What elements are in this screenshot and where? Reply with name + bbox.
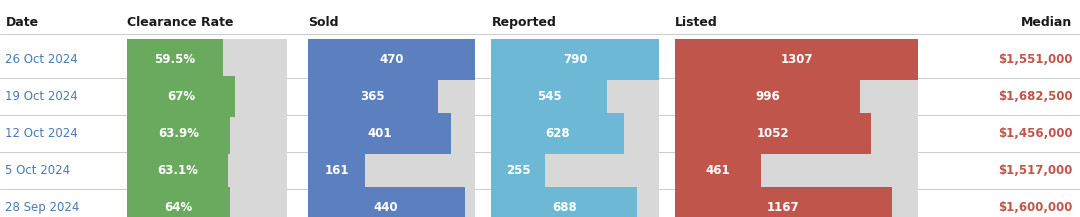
- Bar: [308, 150, 475, 191]
- Bar: [127, 150, 287, 191]
- Text: Clearance Rate: Clearance Rate: [127, 16, 234, 29]
- Bar: [675, 187, 892, 217]
- Text: 1052: 1052: [756, 127, 789, 140]
- Text: 545: 545: [537, 90, 562, 103]
- Bar: [127, 39, 287, 80]
- Bar: [675, 39, 918, 80]
- Text: 790: 790: [563, 53, 588, 66]
- Bar: [308, 187, 475, 217]
- Text: 365: 365: [361, 90, 386, 103]
- Bar: [491, 187, 637, 217]
- Bar: [675, 150, 760, 191]
- Bar: [491, 150, 659, 191]
- Text: $1,682,500: $1,682,500: [998, 90, 1072, 103]
- Bar: [127, 187, 287, 217]
- Bar: [308, 150, 365, 191]
- Text: 401: 401: [367, 127, 391, 140]
- Text: 12 Oct 2024: 12 Oct 2024: [5, 127, 78, 140]
- Bar: [491, 39, 659, 80]
- Bar: [491, 150, 545, 191]
- Bar: [308, 187, 464, 217]
- Bar: [127, 187, 230, 217]
- Text: $1,600,000: $1,600,000: [998, 201, 1072, 214]
- Text: $1,456,000: $1,456,000: [998, 127, 1072, 140]
- Bar: [675, 76, 860, 117]
- Text: Median: Median: [1022, 16, 1072, 29]
- Text: 1307: 1307: [780, 53, 813, 66]
- Text: 628: 628: [545, 127, 570, 140]
- Text: 19 Oct 2024: 19 Oct 2024: [5, 90, 78, 103]
- Text: Sold: Sold: [308, 16, 338, 29]
- Text: 996: 996: [755, 90, 780, 103]
- Bar: [308, 39, 475, 80]
- Bar: [127, 113, 287, 154]
- Text: 688: 688: [552, 201, 577, 214]
- Text: 59.5%: 59.5%: [154, 53, 195, 66]
- Text: 1167: 1167: [767, 201, 800, 214]
- Bar: [308, 113, 450, 154]
- Text: 64%: 64%: [164, 201, 192, 214]
- Text: 440: 440: [374, 201, 399, 214]
- Bar: [308, 39, 475, 80]
- Bar: [127, 39, 222, 80]
- Text: Reported: Reported: [491, 16, 556, 29]
- Bar: [491, 39, 659, 80]
- Bar: [308, 76, 437, 117]
- Bar: [675, 150, 918, 191]
- Bar: [675, 187, 918, 217]
- Bar: [675, 39, 918, 80]
- Text: 5 Oct 2024: 5 Oct 2024: [5, 164, 70, 177]
- Bar: [308, 113, 475, 154]
- Bar: [491, 113, 659, 154]
- Text: 161: 161: [324, 164, 349, 177]
- Bar: [491, 113, 624, 154]
- Text: $1,551,000: $1,551,000: [998, 53, 1072, 66]
- Text: 67%: 67%: [167, 90, 195, 103]
- Bar: [675, 113, 870, 154]
- Bar: [491, 76, 659, 117]
- Text: $1,517,000: $1,517,000: [998, 164, 1072, 177]
- Bar: [127, 76, 287, 117]
- Text: Date: Date: [5, 16, 39, 29]
- Bar: [491, 187, 659, 217]
- Bar: [675, 76, 918, 117]
- Text: 255: 255: [507, 164, 530, 177]
- Text: 461: 461: [705, 164, 730, 177]
- Text: 63.9%: 63.9%: [158, 127, 199, 140]
- Bar: [127, 76, 234, 117]
- Text: 28 Sep 2024: 28 Sep 2024: [5, 201, 80, 214]
- Bar: [308, 76, 475, 117]
- Bar: [675, 113, 918, 154]
- Bar: [127, 113, 230, 154]
- Bar: [127, 150, 228, 191]
- Text: Listed: Listed: [675, 16, 718, 29]
- Text: 26 Oct 2024: 26 Oct 2024: [5, 53, 78, 66]
- Text: 63.1%: 63.1%: [158, 164, 199, 177]
- Text: 470: 470: [379, 53, 404, 66]
- Bar: [491, 76, 607, 117]
